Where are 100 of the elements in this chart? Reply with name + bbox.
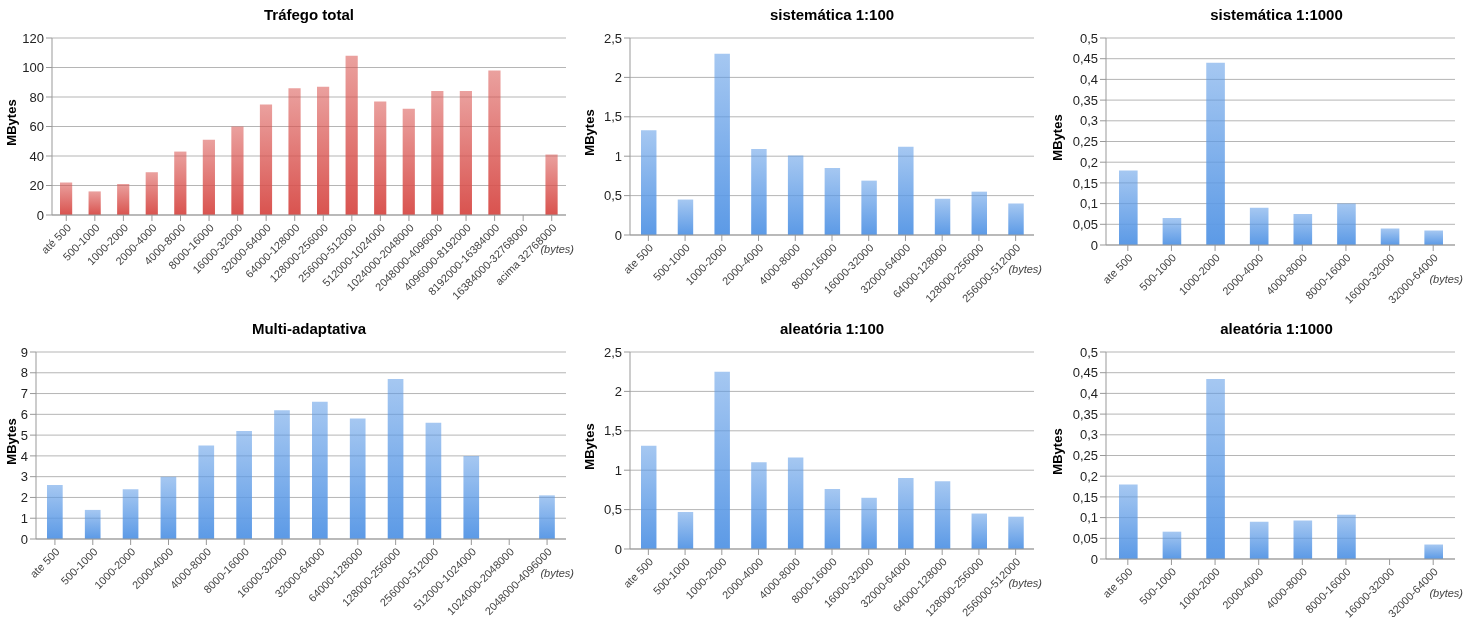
y-tick-label: 2,5	[603, 30, 622, 46]
y-tick-label: 0,45	[1072, 365, 1098, 381]
bar	[402, 108, 415, 215]
y-tick-label: 0,2	[1079, 154, 1098, 170]
y-tick-label: 0,3	[1079, 427, 1098, 443]
y-tick-label: 60	[29, 119, 44, 135]
y-tick-label: 0,1	[1079, 510, 1098, 526]
y-tick-label: 6	[20, 406, 28, 422]
y-tick-label: 40	[29, 148, 44, 164]
y-tick-label: 0,35	[1072, 92, 1098, 108]
y-tick-label: 0	[614, 227, 622, 243]
bar	[714, 53, 730, 235]
bar	[1008, 203, 1024, 235]
y-tick-label: 0	[1090, 551, 1098, 567]
y-tick-label: 2,5	[603, 344, 622, 360]
bar	[349, 418, 366, 539]
bar	[274, 410, 290, 539]
bar	[1424, 230, 1443, 245]
x-tick-label: ate 500	[27, 545, 62, 580]
y-tick-label: 0,15	[1072, 175, 1098, 191]
bar	[1119, 484, 1138, 559]
bar	[1337, 514, 1356, 559]
bar	[431, 91, 444, 215]
bar	[198, 445, 215, 539]
bar	[317, 86, 330, 215]
bar	[463, 455, 480, 539]
y-tick-label: 0	[1090, 237, 1098, 253]
chart-title: sistemática 1:1000	[1209, 5, 1344, 25]
bar	[88, 191, 101, 215]
y-tick-label: 5	[20, 427, 28, 443]
bar	[1424, 544, 1443, 559]
bar	[934, 481, 951, 549]
bar	[117, 184, 130, 215]
y-tick-label: 120	[22, 30, 44, 46]
y-tick-label: 0,25	[1072, 134, 1098, 150]
bar	[1162, 531, 1182, 559]
bar	[288, 88, 301, 215]
bar	[1206, 378, 1225, 559]
y-tick-label: 4	[20, 448, 28, 464]
y-axis-title: MBytes	[1049, 114, 1065, 161]
chart-title: Multi-adaptativa	[250, 319, 368, 339]
y-axis-title: MBytes	[3, 418, 19, 465]
y-tick-label: 0,3	[1079, 113, 1098, 129]
bar	[345, 55, 358, 215]
y-tick-label: 1,5	[603, 423, 622, 439]
chart-title: Tráfego total	[263, 5, 355, 25]
chart-title: sistemática 1:100	[768, 5, 896, 25]
y-tick-label: 1	[20, 510, 28, 526]
bar	[145, 172, 158, 215]
bar	[84, 509, 101, 539]
y-tick-label: 0,05	[1072, 530, 1098, 546]
bar	[824, 168, 841, 235]
bar	[488, 70, 501, 215]
bar	[425, 422, 442, 539]
x-tick-label: ate 500	[1100, 565, 1135, 600]
y-tick-label: 2	[614, 70, 622, 86]
bar	[60, 182, 73, 215]
y-tick-label: 1	[614, 462, 622, 478]
bar	[1337, 203, 1356, 245]
bar	[1380, 228, 1400, 245]
bar	[934, 198, 951, 235]
y-tick-label: 0	[20, 531, 28, 547]
y-axis-title: MBytes	[1049, 428, 1065, 475]
bar	[387, 379, 404, 539]
bar	[374, 101, 387, 215]
bar	[160, 476, 177, 539]
bar	[787, 457, 804, 549]
bar	[824, 489, 841, 549]
bar	[539, 495, 555, 539]
bar	[677, 199, 694, 235]
y-tick-label: 8	[20, 365, 28, 381]
bar	[971, 191, 988, 235]
y-tick-label: 1	[614, 148, 622, 164]
bar	[861, 180, 877, 235]
y-tick-label: 0,4	[1079, 386, 1098, 402]
bar	[174, 151, 187, 215]
bar	[545, 154, 558, 215]
y-axis-title: MBytes	[581, 109, 597, 156]
y-tick-label: 0,5	[1079, 30, 1098, 46]
x-tick-label: ate 500	[1100, 251, 1135, 286]
bar	[459, 91, 472, 215]
bar	[898, 146, 914, 235]
y-tick-label: 0,1	[1079, 196, 1098, 212]
y-axis-title: MBytes	[3, 99, 19, 146]
bar	[861, 497, 877, 549]
bar	[1162, 218, 1182, 245]
bar	[898, 478, 914, 549]
y-axis-title: MBytes	[581, 423, 597, 470]
bar	[1249, 521, 1269, 559]
bar	[1119, 170, 1138, 245]
y-tick-label: 0,05	[1072, 216, 1098, 232]
bar	[641, 445, 657, 549]
chart-title: aleatória 1:1000	[1219, 319, 1334, 339]
bar	[122, 489, 139, 539]
bar	[47, 484, 63, 539]
y-tick-label: 2	[20, 490, 28, 506]
y-tick-label: 1,5	[603, 109, 622, 125]
y-tick-label: 2	[614, 384, 622, 400]
y-tick-label: 7	[20, 386, 28, 402]
y-tick-label: 3	[20, 469, 28, 485]
